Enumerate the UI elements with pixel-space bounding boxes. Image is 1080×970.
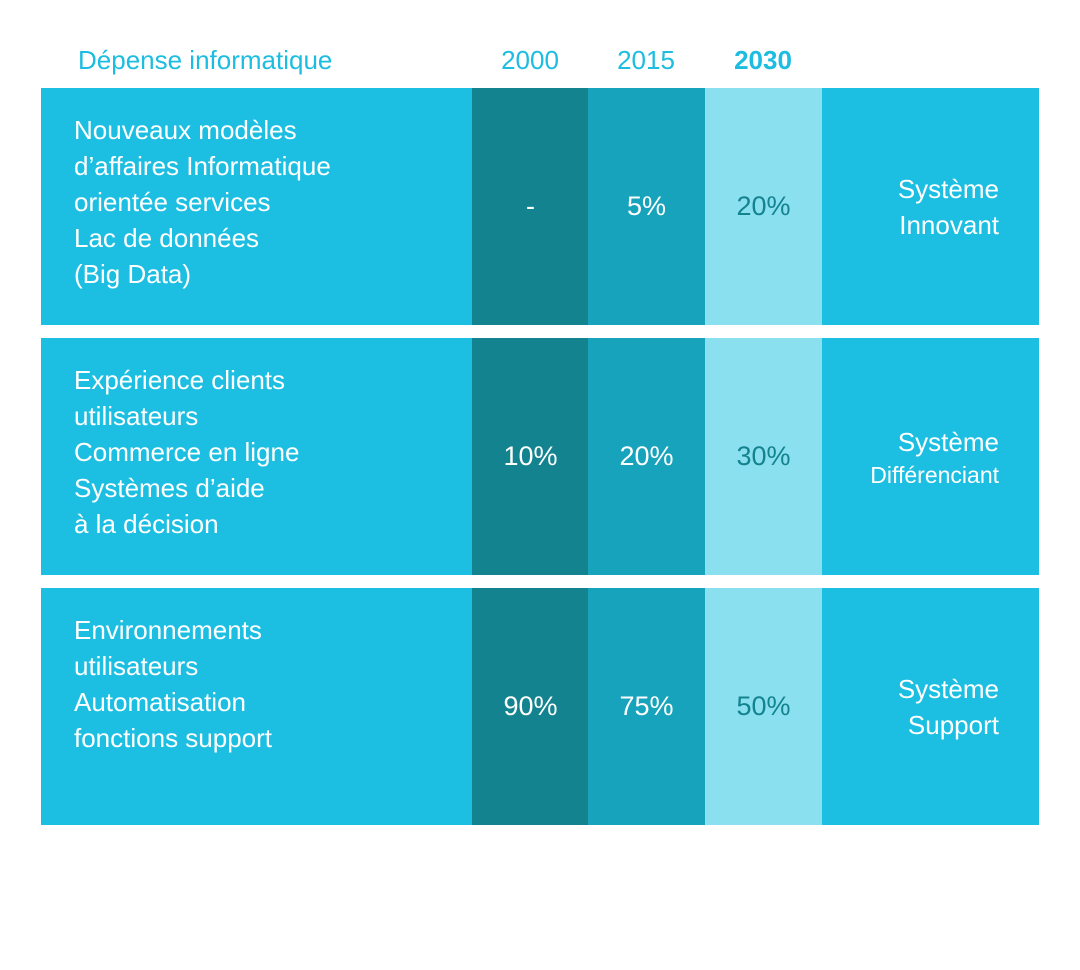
description-line: orientée services <box>74 187 271 217</box>
row-description: Expérience clients utilisateurs Commerce e… <box>74 338 469 575</box>
system-label-line: Système <box>897 673 999 704</box>
description-line: à la décision <box>74 509 219 539</box>
system-label-line: Système <box>897 426 999 457</box>
value-cell-2030: 20% <box>705 88 822 325</box>
value-cell-2000: 10% <box>472 338 589 575</box>
value-cell-2030: 30% <box>705 338 822 575</box>
system-label-line: Différenciant <box>870 461 999 488</box>
system-label: Système Support <box>821 588 999 825</box>
description-line: Commerce en ligne <box>74 437 300 467</box>
value-cell-2015: 20% <box>588 338 705 575</box>
row-description: Environnements utilisateurs Automatisation… <box>74 588 469 825</box>
system-label: Système Innovant <box>821 88 999 325</box>
column-header-2000: 2000 <box>501 45 559 75</box>
description-line: Expérience clients <box>74 365 285 395</box>
value-cell-2000: - <box>472 88 589 325</box>
value-cell-2015: 75% <box>588 588 705 825</box>
description-line: Environnements <box>74 615 262 645</box>
description-line: Systèmes d’aide <box>74 473 265 503</box>
column-header-2015: 2015 <box>617 45 675 75</box>
description-line: Automatisation <box>74 687 246 717</box>
description-line: Lac de données <box>74 223 260 253</box>
description-line: (Big Data) <box>74 259 192 289</box>
column-header-2030: 2030 <box>734 45 792 75</box>
description-line: utilisateurs <box>74 401 199 431</box>
table-header-title: Dépense informatique <box>78 45 333 75</box>
value-cell-2030: 50% <box>705 588 822 825</box>
description-line: Nouveaux modèles <box>74 115 297 145</box>
value-cell-2015: 5% <box>588 88 705 325</box>
system-label-line: Innovant <box>899 209 999 240</box>
system-label-line: Support <box>907 709 999 740</box>
table-row: Expérience clients utilisateurs Commerce e… <box>41 338 1039 575</box>
system-label: Système Différenciant <box>821 338 999 575</box>
description-line: d’affaires Informatique <box>74 151 331 181</box>
row-description: Nouveaux modèles d’affaires Informatique o… <box>74 88 469 325</box>
value-cell-2000: 90% <box>472 588 589 825</box>
system-label-line: Système <box>897 173 999 204</box>
table-row: Environnements utilisateurs Automatisation… <box>41 588 1039 825</box>
description-line: fonctions support <box>74 723 273 753</box>
table-row: Nouveaux modèles d’affaires Informatique o… <box>41 88 1039 325</box>
description-line: utilisateurs <box>74 651 199 681</box>
